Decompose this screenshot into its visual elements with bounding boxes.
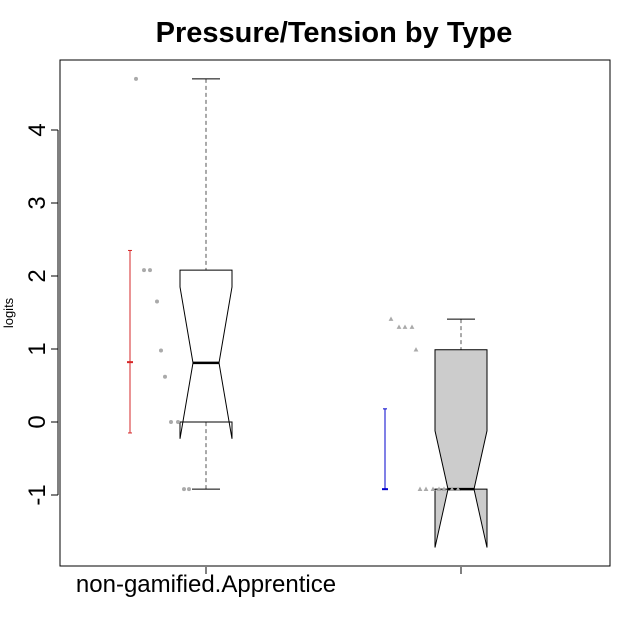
box-group [382,316,488,548]
data-point [455,486,461,491]
data-point [169,420,173,424]
data-point [148,268,152,273]
y-tick-label: 1 [24,342,51,355]
chart-title: Pressure/Tension by Type [156,17,513,49]
y-tick-label: 0 [24,415,51,428]
data-point [159,348,163,353]
data-point [176,420,180,424]
data-point [423,486,429,491]
y-axis-label: logits [1,297,16,328]
data-point [155,299,159,304]
data-point [402,324,408,329]
data-point [436,486,442,491]
data-point [163,374,167,379]
box [434,349,488,548]
box [179,269,233,439]
x-axis: non-gamified.Apprentice [76,567,462,598]
data-point [449,486,455,491]
data-point [430,486,436,491]
data-point [409,324,415,329]
data-point [441,486,447,491]
data-point [413,347,419,352]
y-tick-label: 4 [24,123,51,136]
plot-frame [59,59,611,567]
data-point [142,268,146,273]
box-group [127,76,233,492]
x-tick-label: non-gamified.Apprentice [76,571,336,598]
y-axis: -1 0 1 2 3 4 [24,123,59,506]
data-point [182,487,186,492]
plot-area [127,76,488,548]
y-tick-label: -1 [24,484,51,505]
data-point [417,486,423,491]
data-point [388,316,394,321]
data-point [187,487,191,492]
y-tick-label: 2 [24,269,51,282]
data-point [396,324,402,329]
data-point [134,76,138,81]
y-tick-label: 3 [24,196,51,209]
